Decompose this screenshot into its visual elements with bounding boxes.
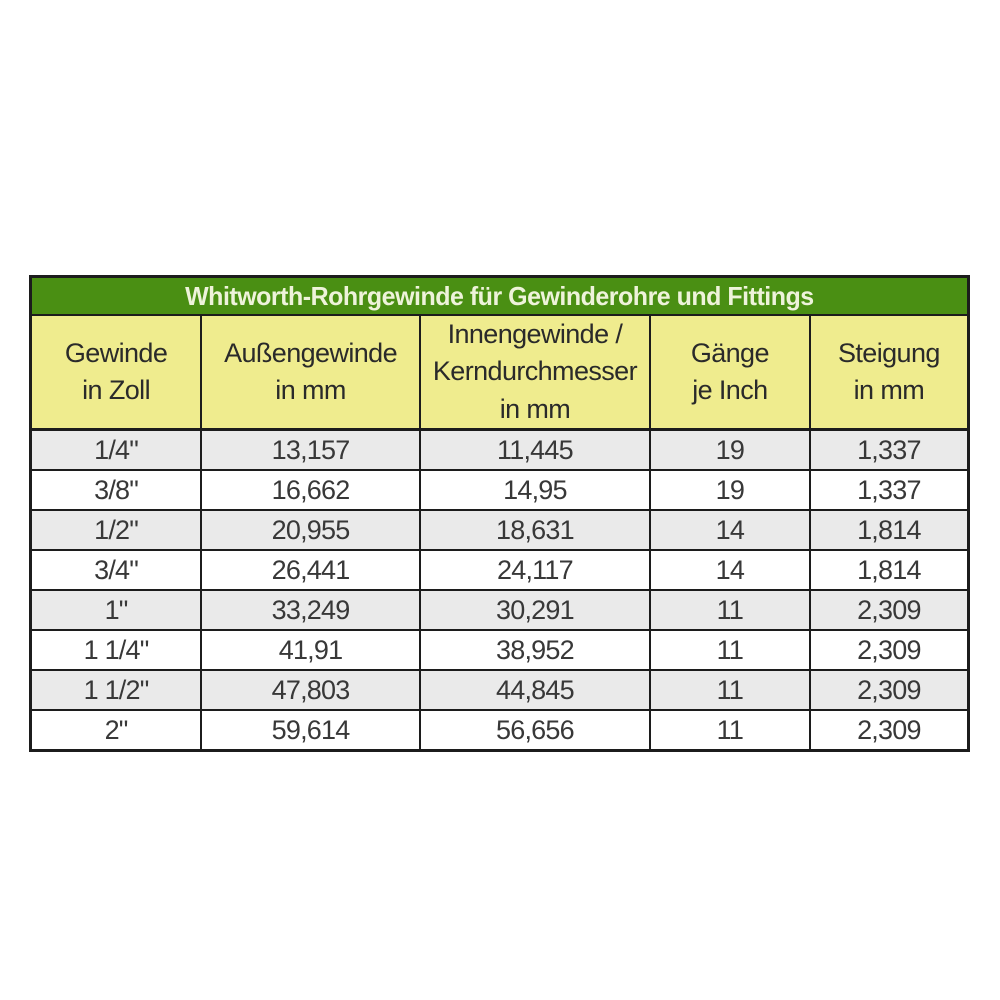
cell-steigung: 2,309 — [857, 634, 921, 665]
cell-steigung: 2,309 — [857, 674, 921, 705]
table-row: 1 1/2" 47,803 44,845 11 2,309 — [32, 671, 967, 711]
table-row: 2" 59,614 56,656 11 2,309 — [32, 711, 967, 749]
cell-gewinde: 3/4" — [32, 551, 203, 589]
cell-innengewinde: 56,656 — [421, 711, 651, 749]
table-row: 3/8" 16,662 14,95 19 1,337 — [32, 471, 967, 511]
cell-gewinde: 1 1/4" — [32, 631, 203, 669]
cell-aussengewinde: 16,662 — [202, 471, 421, 509]
cell-steigung: 1,814 — [857, 514, 921, 545]
cell-steigung: 1,337 — [857, 474, 921, 505]
table-row: 1 1/4" 41,91 38,952 11 2,309 — [32, 631, 967, 671]
cell-aussengewinde: 13,157 — [202, 431, 421, 469]
cell-innengewinde: 11,445 — [421, 431, 651, 469]
table-row: 3/4" 26,441 24,117 14 1,814 — [32, 551, 967, 591]
cell-gewinde: 3/8" — [32, 471, 203, 509]
cell-steigung: 1,337 — [857, 434, 921, 465]
table-title: Whitworth-Rohrgewinde für Gewinderohre u… — [185, 280, 814, 311]
cell-aussengewinde: 26,441 — [202, 551, 421, 589]
cell-steigung: 2,309 — [857, 714, 921, 745]
cell-aussengewinde: 47,803 — [202, 671, 421, 709]
header-cell-gaenge-je-inch: Gänge je Inch — [651, 316, 811, 428]
cell-aussengewinde: 41,91 — [202, 631, 421, 669]
cell-gaenge: 11 — [651, 711, 811, 749]
cell-aussengewinde: 33,249 — [202, 591, 421, 629]
cell-gaenge: 14 — [651, 551, 811, 589]
cell-innengewinde: 38,952 — [421, 631, 651, 669]
cell-gewinde: 2" — [32, 711, 203, 749]
cell-gaenge: 19 — [651, 431, 811, 469]
table-row: 1/4" 13,157 11,445 19 1,337 — [32, 431, 967, 471]
cell-innengewinde: 44,845 — [421, 671, 651, 709]
cell-innengewinde: 24,117 — [421, 551, 651, 589]
cell-innengewinde: 30,291 — [421, 591, 651, 629]
cell-gewinde: 1/4" — [32, 431, 203, 469]
cell-steigung: 1,814 — [857, 554, 921, 585]
table-row: 1/2" 20,955 18,631 14 1,814 — [32, 511, 967, 551]
table-title-bar: Whitworth-Rohrgewinde für Gewinderohre u… — [32, 278, 967, 316]
cell-gewinde: 1 1/2" — [32, 671, 203, 709]
cell-innengewinde: 18,631 — [421, 511, 651, 549]
header-cell-innengewinde-kerndurchmesser: Innengewinde / Kerndurchmesser in mm — [421, 316, 651, 428]
whitworth-thread-table: Whitworth-Rohrgewinde für Gewinderohre u… — [29, 275, 970, 752]
cell-aussengewinde: 59,614 — [202, 711, 421, 749]
cell-gaenge: 11 — [651, 671, 811, 709]
cell-aussengewinde: 20,955 — [202, 511, 421, 549]
header-cell-steigung: Steigung in mm — [837, 337, 940, 405]
cell-gewinde: 1" — [32, 591, 203, 629]
table-header-row: Gewinde in Zoll Außengewinde in mm Innen… — [32, 316, 967, 431]
cell-gaenge: 14 — [651, 511, 811, 549]
cell-gewinde: 1/2" — [32, 511, 203, 549]
cell-steigung: 2,309 — [857, 594, 921, 625]
header-cell-aussengewinde: Außengewinde in mm — [202, 316, 421, 428]
header-cell-gewinde-in-zoll: Gewinde in Zoll — [32, 316, 203, 428]
cell-gaenge: 19 — [651, 471, 811, 509]
cell-gaenge: 11 — [651, 631, 811, 669]
table-row: 1" 33,249 30,291 11 2,309 — [32, 591, 967, 631]
cell-gaenge: 11 — [651, 591, 811, 629]
cell-innengewinde: 14,95 — [421, 471, 651, 509]
